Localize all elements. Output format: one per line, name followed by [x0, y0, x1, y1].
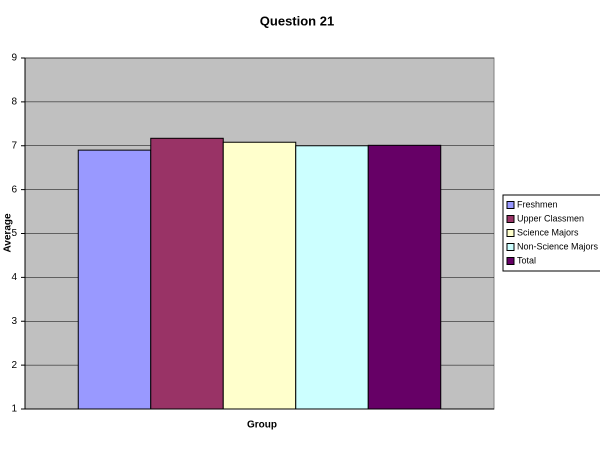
legend-swatch — [506, 257, 515, 265]
chart-title: Question 21 — [260, 13, 334, 28]
y-tick-label: 9 — [11, 53, 17, 64]
y-tick-label: 6 — [11, 184, 17, 195]
legend-swatch — [506, 215, 515, 223]
x-axis-label: Group — [247, 420, 277, 431]
legend-swatch — [506, 243, 515, 251]
legend-label: Upper Classmen — [517, 213, 584, 223]
bar — [295, 145, 369, 410]
y-tick-label: 4 — [11, 272, 17, 283]
legend-label: Total — [517, 255, 536, 265]
y-tick-label: 5 — [11, 228, 17, 239]
legend — [502, 194, 600, 272]
legend-label: Freshmen — [517, 199, 558, 209]
bar — [77, 149, 152, 410]
legend-swatch — [506, 201, 515, 209]
legend-swatch — [506, 229, 515, 237]
y-axis-label: Average — [3, 213, 14, 253]
legend-label: Science Majors — [517, 227, 579, 237]
y-tick-label: 2 — [11, 360, 17, 371]
bar — [150, 137, 224, 410]
y-tick-label: 1 — [11, 404, 17, 415]
bar — [222, 141, 297, 410]
legend-label: Non-Science Majors — [517, 241, 599, 251]
y-tick-label: 8 — [11, 97, 17, 108]
y-tick-label: 3 — [11, 316, 17, 327]
y-tick-label: 7 — [11, 140, 17, 151]
bar — [367, 144, 442, 410]
